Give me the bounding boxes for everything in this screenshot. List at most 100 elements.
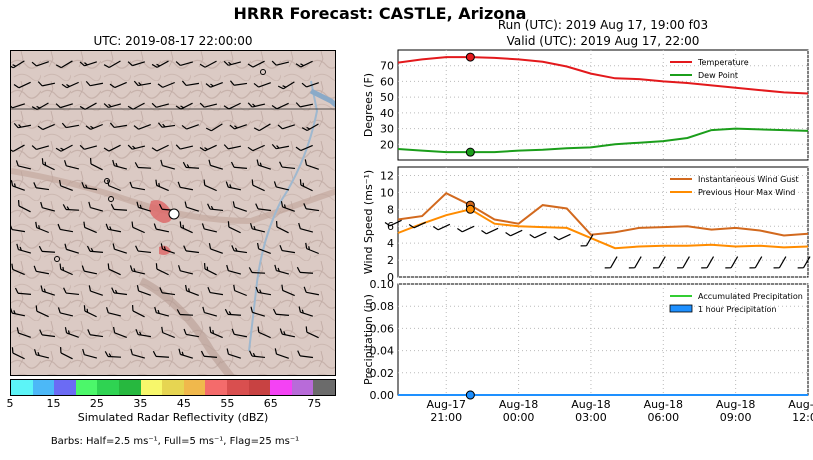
wind-barb [183, 245, 200, 254]
x-tick-date: Aug-18 [788, 398, 813, 411]
colorbar-bin [97, 380, 119, 395]
wind-barb [303, 286, 320, 296]
wind-barb [151, 60, 169, 68]
valid-time: Valid (UTC): 2019 Aug 17, 22:00 [506, 34, 700, 48]
wind-barb [202, 306, 218, 317]
wind-barb [62, 204, 80, 211]
legend-label: Instantaneous Wind Gust [698, 175, 799, 184]
meteogram-panel: 0 2 4 6 8 10 12 Wind Speed (ms⁻¹) Instantaneous … [362, 166, 809, 284]
colorbar-tick-label: 65 [263, 397, 278, 410]
wind-barb [553, 233, 571, 241]
wind-barb [31, 145, 50, 151]
meteogram-panel: 0.00 0.02 0.04 0.06 0.08 0.10 Precipitation (i… [362, 278, 809, 402]
wind-barb [201, 223, 218, 233]
wind-barb [31, 61, 49, 67]
wind-barb [256, 242, 271, 254]
wind-barb [226, 264, 242, 275]
wind-barb [231, 328, 248, 338]
y-tick-label: 0.06 [370, 322, 395, 335]
run-time: Run (UTC): 2019 Aug 17, 19:00 f03 [497, 18, 709, 32]
wind-barb [130, 348, 146, 359]
wind-barb [107, 179, 121, 192]
colorbar-bin [162, 380, 184, 395]
wind-barb [83, 305, 97, 318]
wind-barb [277, 124, 295, 130]
wind-barb [179, 221, 193, 234]
wind-barb [227, 221, 241, 234]
wind-barb [305, 326, 319, 339]
wind-barb [208, 243, 223, 254]
colorbar-tick-label: 25 [89, 397, 104, 410]
wind-barb [111, 287, 128, 296]
radar-echo [149, 200, 172, 223]
wind-barb [505, 229, 523, 237]
wind-barb [205, 123, 223, 132]
x-tick-time: 21:00 [430, 411, 462, 424]
wind-barb [11, 180, 25, 191]
wind-barb [295, 60, 313, 68]
y-tick-label: 20 [380, 138, 394, 151]
wind-barb [109, 81, 127, 89]
colorbar-bin [75, 380, 98, 395]
city-marker [104, 178, 110, 184]
colorbar-bin [291, 380, 314, 395]
wind-barb [251, 179, 265, 192]
wind-barb [153, 223, 170, 233]
wind-barb [295, 102, 314, 108]
wind-barb [85, 123, 103, 130]
wind-barb [152, 350, 170, 358]
x-tick-date: Aug-18 [716, 398, 755, 411]
y-tick-label: 40 [380, 107, 394, 120]
colorbar-bin [118, 380, 141, 395]
wind-barb [103, 144, 121, 152]
wind-barb [249, 223, 266, 233]
wind-barb [88, 285, 103, 296]
wind-barb [295, 144, 313, 152]
wind-barb [529, 231, 547, 239]
colorbar-tick-label: 35 [133, 397, 148, 410]
wind-barb [104, 351, 122, 358]
wind-barb [280, 201, 295, 212]
plot-frame [397, 283, 809, 396]
x-tick-date: Aug-18 [571, 398, 610, 411]
wind-barb [281, 284, 295, 297]
wind-barb [224, 308, 242, 316]
wind-barb [154, 306, 170, 317]
wind-barb [257, 326, 271, 339]
colorbar-bin [313, 380, 335, 395]
y-tick-label: 60 [380, 75, 394, 88]
wind-barb [229, 124, 247, 130]
legend-label: Dew Point [698, 71, 738, 80]
wind-barb [181, 80, 200, 87]
wind-barb [112, 243, 127, 254]
wind-barb [79, 144, 98, 150]
wind-barb [131, 305, 145, 318]
legend-swatch [669, 304, 693, 313]
wind-barb [628, 256, 642, 269]
radar-map-canvas [11, 51, 335, 375]
wind-barb [301, 123, 319, 132]
wind-barb [37, 81, 56, 87]
colorbar-bin [54, 380, 76, 395]
current-time-marker [465, 390, 475, 400]
wind-barb [273, 181, 290, 191]
wind-barb [79, 61, 97, 67]
wind-barb [223, 60, 242, 66]
wind-barb [112, 159, 128, 170]
legend-label: Accumulated Precipitation [698, 292, 803, 301]
wind-barb-series [384, 219, 811, 269]
wind-barb [773, 256, 787, 269]
wind-barb [275, 221, 289, 234]
lake [309, 88, 335, 108]
wind-barb [35, 305, 49, 318]
colorbar-bin [183, 380, 206, 395]
y-tick-label: 6 [387, 220, 394, 233]
wind-barb [271, 60, 290, 66]
wind-barb [64, 243, 80, 254]
barbs-legend-note: Barbs: Half=2.5 ms⁻¹, Full=5 ms⁻¹, Flag=… [50, 436, 300, 447]
wind-barb [274, 348, 289, 359]
wind-barb [63, 287, 80, 296]
wind-barb [247, 102, 266, 108]
wind-barb [232, 201, 247, 212]
wind-barb [481, 227, 499, 235]
